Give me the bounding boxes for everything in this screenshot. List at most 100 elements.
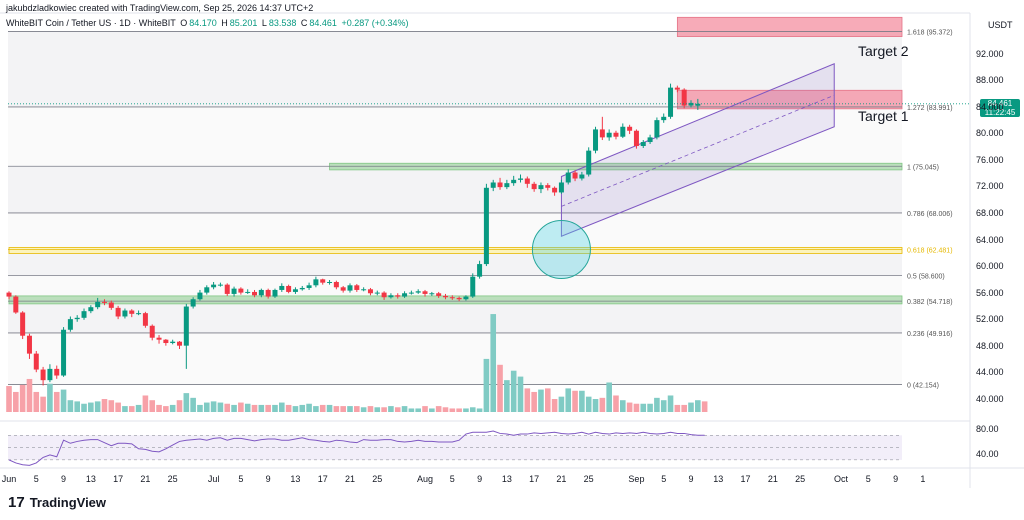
- candle-body: [149, 325, 155, 338]
- last-price-tag: 84.461 11:22:45: [980, 99, 1020, 117]
- time-axis-tick: 13: [713, 474, 724, 484]
- volume-bar: [176, 400, 183, 412]
- candle-body: [620, 126, 626, 137]
- volume-bar: [197, 404, 203, 412]
- volume-bar: [47, 383, 53, 412]
- candle-body: [402, 293, 408, 297]
- currency-label[interactable]: USDT: [988, 20, 1013, 30]
- red-zone: [676, 16, 903, 37]
- time-axis-tick: 25: [583, 474, 594, 484]
- fib-band: [8, 249, 902, 276]
- candle-body: [524, 178, 530, 184]
- time-axis-tick: Aug: [417, 474, 434, 484]
- fib-label: 1.618 (95.372): [907, 29, 953, 36]
- time-axis-tick: 25: [795, 474, 806, 484]
- fib-band: [8, 332, 902, 385]
- volume-bar: [551, 399, 558, 412]
- volume-bar: [585, 396, 592, 412]
- volume-bar: [524, 388, 531, 412]
- volume-bar: [13, 391, 19, 412]
- price-axis-tick: 52.000: [976, 314, 1004, 325]
- close-label: C: [300, 18, 308, 28]
- parallel-channel: [560, 63, 835, 237]
- volume-bar: [272, 404, 278, 412]
- volume-bar: [354, 406, 360, 412]
- volume-bar: [681, 404, 687, 412]
- candle-body: [156, 337, 162, 340]
- volume-bar: [394, 407, 401, 412]
- green-zone: [8, 295, 903, 305]
- volume-bar: [313, 406, 319, 412]
- candle-body: [408, 292, 414, 294]
- change-value: +0.287 (+0.34%): [341, 18, 409, 28]
- time-axis-tick: Sep: [628, 474, 645, 484]
- fib-label: 0.786 (68.006): [907, 211, 953, 218]
- tradingview-logo-icon: 17: [8, 494, 25, 511]
- candle-body: [613, 132, 619, 137]
- volume-bar: [74, 401, 80, 412]
- time-axis-tick: 9: [893, 474, 899, 484]
- volume-bar: [40, 396, 46, 412]
- volume-bar: [381, 407, 387, 412]
- candle-body: [565, 172, 571, 183]
- candle-body: [586, 150, 592, 175]
- candle-body: [599, 129, 605, 138]
- candle-body: [436, 293, 442, 296]
- candle-body: [333, 281, 339, 288]
- candle-body: [204, 287, 210, 293]
- breakout-highlight: [531, 219, 591, 279]
- time-axis-tick: 5: [865, 474, 871, 484]
- volume-bar: [435, 406, 442, 412]
- volume-bar: [388, 406, 394, 412]
- time-axis-tick: 5: [661, 474, 667, 484]
- rsi-axis-tick: 40.00: [976, 448, 999, 459]
- volume-bar: [599, 397, 606, 412]
- candle-body: [320, 279, 326, 283]
- volume-bar: [115, 402, 121, 412]
- volume-bar: [94, 401, 101, 412]
- candle-body: [327, 281, 333, 283]
- volume-bar: [490, 314, 497, 412]
- price-axis-tick: 92.000: [976, 48, 1004, 59]
- chart-attribution: jakubdzladkowiec created with TradingVie…: [6, 3, 314, 13]
- volume-bar: [374, 407, 381, 412]
- price-axis-tick: 72.000: [976, 181, 1004, 192]
- volume-bar: [88, 402, 94, 412]
- volume-bar: [26, 378, 33, 412]
- volume-bar: [244, 403, 251, 412]
- volume-bar: [319, 404, 326, 412]
- open-label: O: [180, 18, 188, 28]
- time-axis-tick: 25: [372, 474, 383, 484]
- candle-body: [572, 172, 578, 179]
- tradingview-brand[interactable]: 17 TradingView: [8, 494, 106, 511]
- last-price: 84.461: [987, 99, 1013, 108]
- volume-bar: [497, 364, 503, 412]
- candle-body: [122, 310, 128, 317]
- volume-bar: [135, 404, 142, 412]
- volume-bar: [429, 408, 435, 412]
- high-value: 85.201: [229, 18, 258, 28]
- candle-body: [67, 319, 73, 330]
- volume-bar: [333, 406, 340, 412]
- candle-body: [129, 310, 135, 314]
- time-axis-tick: 17: [740, 474, 751, 484]
- fib-label: 1 (75.045): [907, 164, 939, 171]
- bar-countdown: 11:22:45: [984, 108, 1016, 117]
- candle-body: [238, 288, 244, 293]
- candle-body: [95, 301, 101, 308]
- candle-body: [661, 116, 667, 121]
- volume-bar: [633, 403, 640, 412]
- candle-body: [231, 288, 237, 294]
- volume-bar: [667, 395, 674, 412]
- time-axis-tick: 5: [238, 474, 244, 484]
- fib-label: 1.272 (83.991): [907, 105, 953, 112]
- volume-bar: [19, 384, 26, 412]
- candle-body: [647, 137, 653, 143]
- volume-bar: [544, 388, 551, 412]
- time-axis-tick: 9: [265, 474, 271, 484]
- open-value: 84.170: [189, 18, 217, 28]
- price-axis-tick: 68.000: [976, 208, 1004, 218]
- time-axis-tick: 17: [113, 474, 124, 484]
- fib-label: 0.5 (58.600): [907, 273, 945, 280]
